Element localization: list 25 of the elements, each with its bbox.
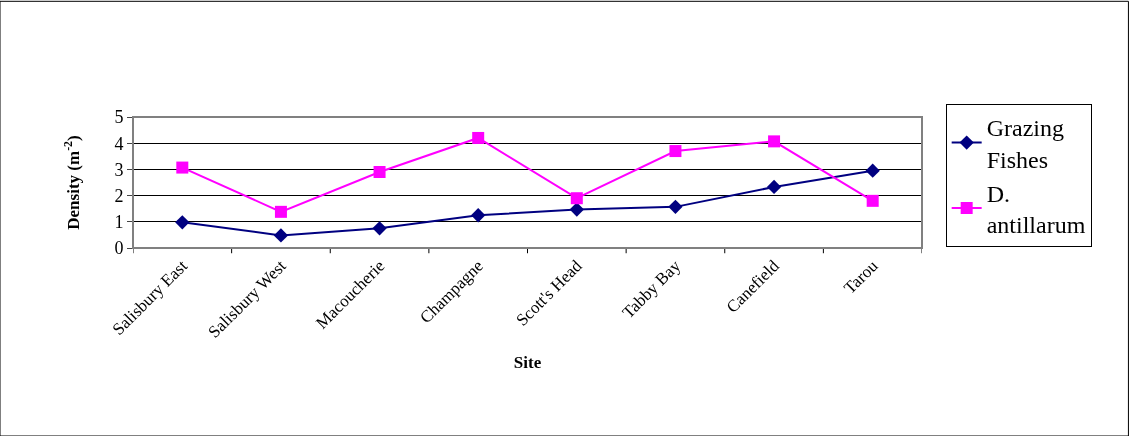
point: [866, 194, 879, 207]
point: [766, 179, 782, 195]
legend-label: D. antillarum: [986, 180, 1086, 238]
y-tick-label: 2: [114, 185, 124, 206]
point: [372, 221, 387, 236]
point: [865, 163, 880, 178]
point: [668, 199, 683, 215]
point: [175, 215, 190, 230]
point: [570, 192, 583, 205]
point: [768, 135, 781, 148]
y-tick-label: 5: [114, 107, 124, 128]
point: [472, 131, 485, 144]
point: [373, 166, 386, 179]
legend-label: Grazing Fishes: [986, 115, 1064, 173]
point: [471, 208, 486, 223]
point: [176, 161, 189, 174]
y-tick-label: 4: [114, 133, 124, 154]
point: [569, 202, 584, 217]
x-axis-title: Site: [513, 353, 542, 373]
point: [669, 145, 682, 158]
y-tick-label: 0: [114, 238, 124, 259]
y-tick-label: 3: [114, 159, 124, 180]
y-tick-label: 1: [114, 212, 124, 233]
point: [274, 205, 287, 218]
point: [273, 228, 289, 243]
